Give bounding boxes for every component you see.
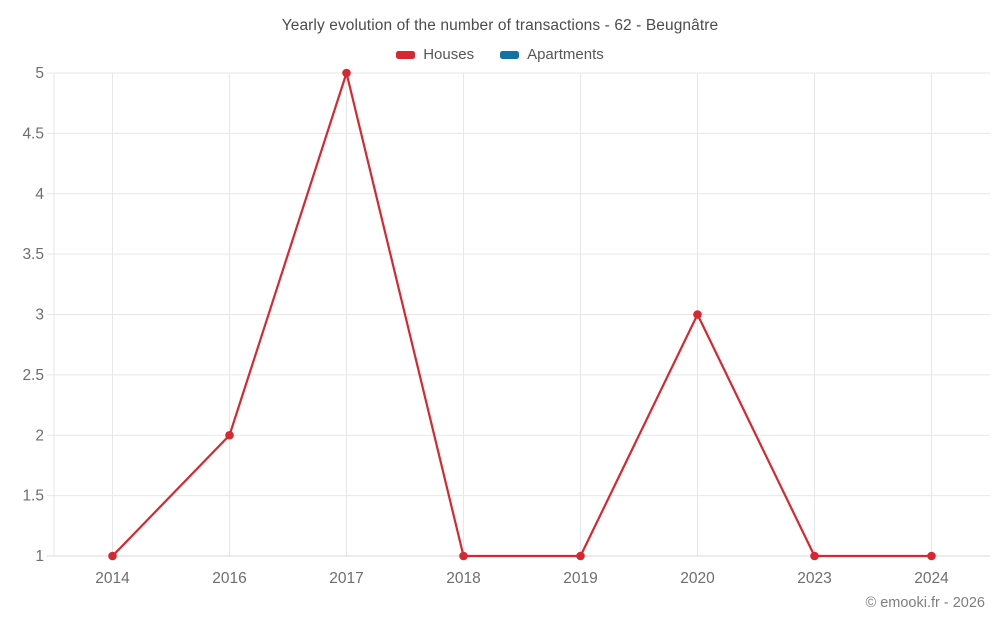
x-axis-tick-label: 2020 [680, 570, 715, 587]
data-point-houses [459, 551, 468, 561]
x-axis-tick-label: 2019 [563, 570, 597, 587]
copyright-text: © emooki.fr - 2026 [865, 595, 985, 611]
legend-swatch-houses [396, 50, 416, 59]
data-point-houses [342, 68, 351, 78]
data-point-houses [693, 310, 702, 319]
legend-swatch-apartments [500, 50, 520, 59]
legend-label: Apartments [527, 46, 604, 63]
legend-item-apartments[interactable]: Apartments [500, 46, 604, 63]
y-axis-tick-label: 3 [35, 307, 44, 324]
chart-legend: Houses Apartments [0, 46, 1000, 63]
y-axis-tick-label: 3.5 [22, 246, 44, 263]
x-axis-tick-label: 2014 [95, 570, 130, 587]
y-axis-tick-label: 5 [35, 65, 44, 82]
x-axis-tick-label: 2017 [329, 570, 363, 587]
x-axis-tick-label: 2024 [914, 570, 949, 587]
data-point-houses [810, 551, 819, 561]
y-axis-tick-label: 1.5 [22, 488, 44, 505]
x-axis-tick-label: 2023 [797, 570, 831, 587]
y-axis-tick-label: 2 [35, 427, 44, 444]
series-line-houses [111, 71, 933, 558]
y-axis-tick-label: 4.5 [22, 125, 44, 142]
y-axis-tick-label: 4 [35, 186, 44, 203]
legend-label: Houses [423, 46, 475, 63]
y-axis-tick-label: 2.5 [22, 367, 44, 384]
legend-item-houses[interactable]: Houses [396, 46, 474, 63]
data-point-houses [927, 551, 936, 561]
data-point-houses [225, 430, 234, 440]
data-point-houses [576, 551, 585, 561]
chart-title: Yearly evolution of the number of transa… [281, 17, 719, 34]
y-axis-tick-label: 1 [35, 548, 44, 565]
x-axis-tick-label: 2016 [212, 570, 246, 587]
x-axis-tick-label: 2018 [446, 570, 480, 587]
data-point-houses [108, 551, 117, 561]
